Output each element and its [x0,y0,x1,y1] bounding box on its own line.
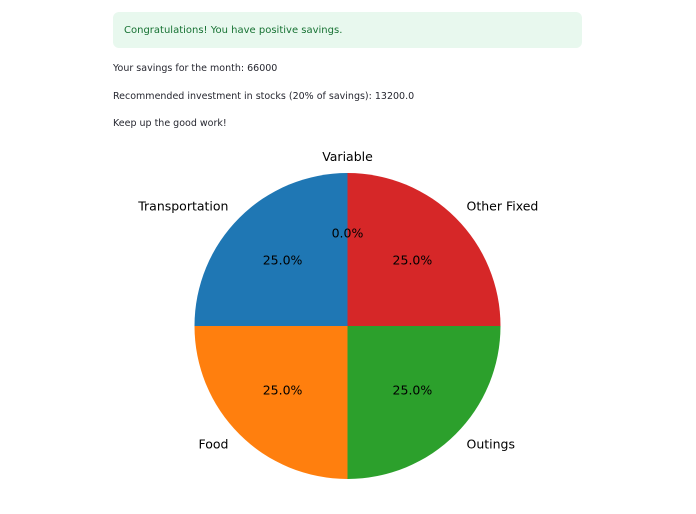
pie-label-other-fixed: Other Fixed [467,198,539,213]
encouragement-text: Keep up the good work! [113,118,227,129]
pie-label-transportation: Transportation [137,198,228,213]
pie-label-variable: Variable [322,149,373,164]
savings-text: Your savings for the month: 66000 [113,63,278,74]
pie-slice-other-fixed [347,173,501,326]
pie-slice-outings [347,326,501,479]
success-alert-text: Congratulations! You have positive savin… [124,24,343,36]
pie-pct-label-food: 25.0% [263,382,303,397]
pie-label-food: Food [199,437,229,452]
pie-pct-label-other-fixed: 25.0% [393,253,433,268]
pie-pct-label-transportation: 25.0% [263,253,303,268]
investment-text: Recommended investment in stocks (20% of… [113,91,415,102]
pie-pct-label-outings: 25.0% [393,382,433,397]
pie-pct-label-variable: 0.0% [332,226,364,241]
pie-slice-food [194,326,348,479]
pie-slice-transportation [194,173,348,326]
pie-label-outings: Outings [467,437,516,452]
success-alert: Congratulations! You have positive savin… [113,12,582,48]
